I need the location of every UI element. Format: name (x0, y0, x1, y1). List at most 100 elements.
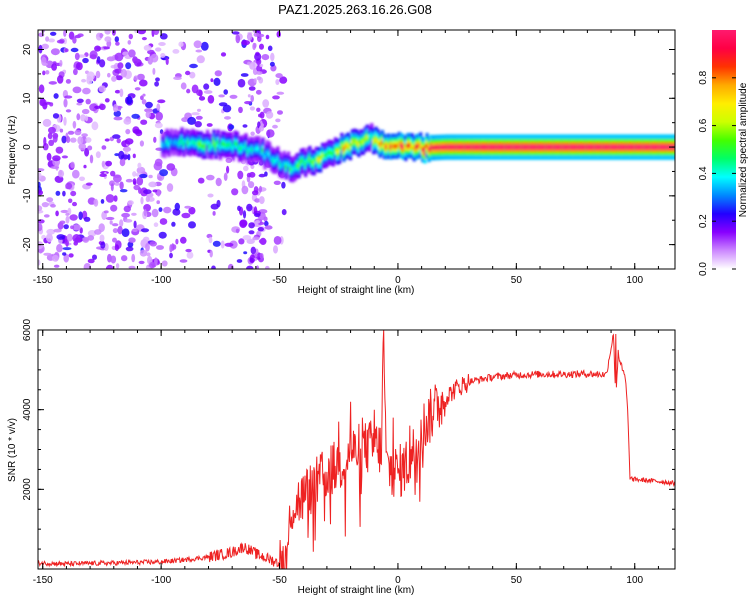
ridge-cell (395, 144, 399, 149)
noise-blob (42, 118, 52, 127)
ridge-cell (485, 144, 489, 150)
noise-blob (134, 87, 141, 91)
ridge-cell (374, 137, 378, 142)
noise-blob (186, 251, 194, 259)
noise-blob (241, 40, 251, 46)
ridge-cell (619, 144, 623, 150)
noise-blob (231, 188, 239, 196)
noise-blob (248, 222, 255, 229)
noise-blob (172, 208, 181, 216)
noise-blob (248, 181, 255, 189)
noise-blob (103, 210, 109, 214)
noise-blob (259, 253, 264, 260)
noise-blob (113, 116, 123, 121)
ridge-cell (263, 154, 267, 159)
ridge-cell (397, 142, 402, 147)
noise-blob (43, 252, 52, 256)
noise-blob (132, 171, 137, 177)
noise-blob (276, 91, 285, 95)
ridge-cell (382, 144, 387, 149)
noise-blob (77, 136, 84, 145)
noise-blob (77, 54, 86, 58)
noise-blob (45, 36, 50, 42)
noise-blob (48, 38, 55, 43)
noise-blob (123, 118, 132, 125)
noise-blob (153, 30, 160, 35)
y-tick-label: -10 (22, 188, 33, 203)
ridge-cell (448, 144, 453, 150)
noise-blob (83, 216, 91, 222)
noise-blob (264, 220, 269, 227)
ridge-cell (634, 144, 638, 150)
ridge-cell (186, 140, 191, 145)
noise-blob (126, 95, 133, 105)
noise-blob (257, 33, 265, 38)
noise-blob (81, 133, 88, 138)
noise-blob (141, 99, 147, 105)
ridge-cell (606, 144, 610, 150)
ridge-cell (244, 143, 248, 149)
noise-blob (140, 196, 144, 205)
y-tick-label: 6000 (22, 318, 33, 341)
noise-blob (277, 110, 283, 115)
noise-blob (51, 63, 57, 71)
noise-blob (264, 225, 273, 230)
noise-blob (253, 42, 257, 49)
noise-blob (145, 242, 150, 252)
noise-blob (119, 181, 124, 190)
ridge-cell (555, 144, 559, 150)
ridge-cell (222, 141, 227, 147)
noise-blob (125, 128, 131, 135)
ridge-cell (402, 144, 406, 150)
ridge-cell (585, 144, 589, 150)
noise-blob (124, 219, 133, 223)
noise-blob (48, 139, 55, 146)
x-tick-label: 100 (626, 275, 643, 286)
ridge-cell (301, 158, 306, 163)
ridge-cell (350, 139, 355, 145)
bottom-y-axis-label: SNR (10 * v/v) (7, 418, 18, 482)
ridge-cell (510, 144, 515, 150)
noise-blob (85, 98, 91, 105)
ridge-cell (608, 144, 613, 150)
noise-blob (99, 103, 106, 111)
noise-blob (104, 138, 110, 142)
noise-blob (195, 115, 203, 120)
ridge-cell (502, 144, 506, 150)
ridge-cell (242, 145, 246, 150)
noise-blob (64, 95, 73, 99)
noise-blob (74, 52, 80, 61)
noise-blob (179, 259, 188, 263)
ridge-cell (212, 140, 216, 145)
noise-blob (38, 84, 45, 94)
noise-blob (159, 218, 168, 225)
y-tick-label: -20 (22, 237, 33, 252)
ridge-cell (316, 157, 321, 162)
noise-blob (38, 32, 45, 38)
noise-blob (227, 263, 234, 269)
noise-blob (143, 209, 147, 217)
ridge-cell (412, 146, 416, 151)
noise-blob (63, 253, 69, 263)
noise-blob (236, 259, 243, 263)
noise-blob (154, 158, 163, 167)
noise-blob (133, 184, 140, 191)
ridge-cell (227, 142, 231, 147)
noise-blob (258, 196, 265, 205)
ridge-cell (308, 156, 312, 161)
noise-blob (53, 264, 60, 268)
noise-blob (63, 37, 67, 45)
ridge-cell (331, 151, 335, 156)
noise-blob (127, 200, 134, 206)
noise-blob (254, 52, 262, 61)
noise-blob (114, 89, 121, 94)
noise-blob (76, 102, 83, 106)
noise-blob (105, 264, 114, 269)
ridge-cell (327, 150, 331, 155)
ridge-cell (178, 141, 182, 146)
noise-blob (66, 136, 71, 143)
x-tick-label: -100 (151, 575, 171, 586)
noise-blob (131, 212, 137, 216)
noise-blob (125, 178, 133, 183)
